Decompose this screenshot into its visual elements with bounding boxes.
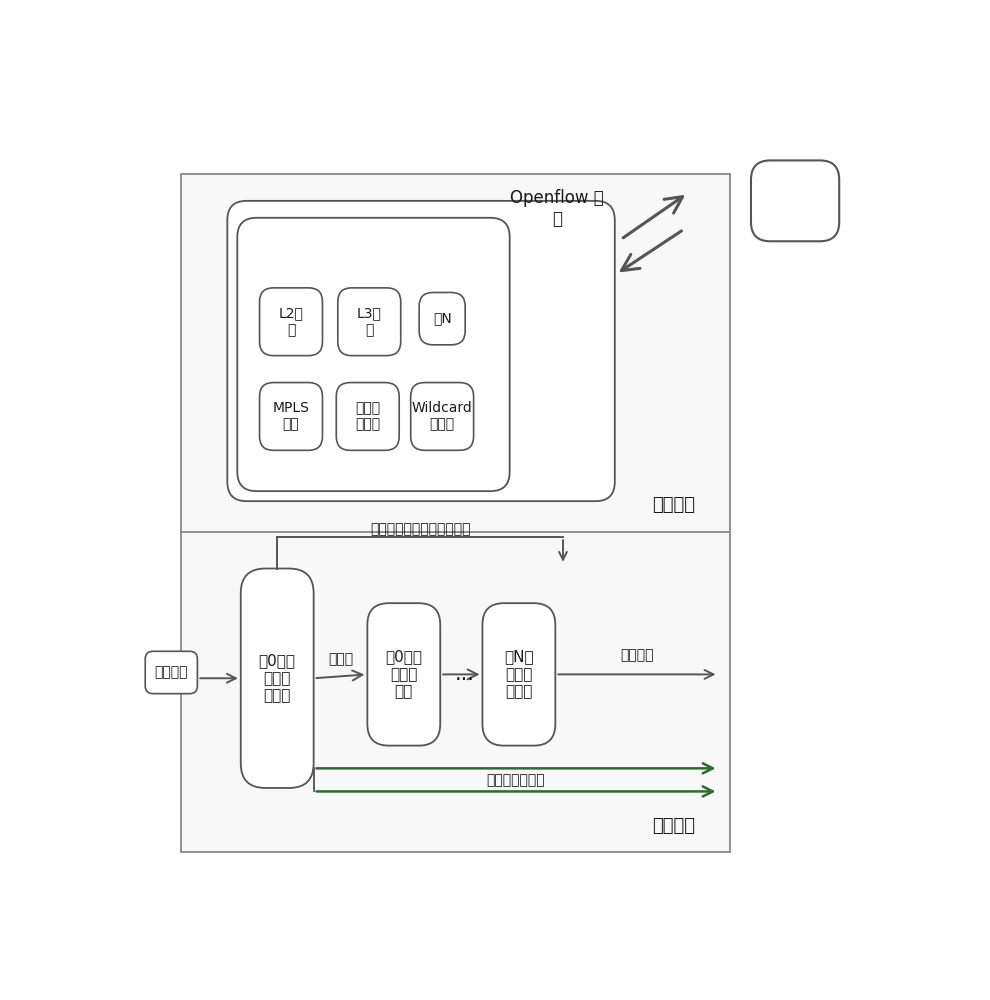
FancyBboxPatch shape [482, 603, 555, 746]
Text: 接收报文: 接收报文 [154, 665, 188, 679]
FancyBboxPatch shape [228, 201, 615, 501]
FancyBboxPatch shape [259, 288, 323, 356]
FancyBboxPatch shape [751, 160, 840, 241]
Text: 表N的
分类匹
配流表: 表N的 分类匹 配流表 [504, 650, 534, 699]
Text: 动态生成精确匹配流表表项: 动态生成精确匹配流表表项 [370, 523, 470, 537]
Text: 没查到: 没查到 [328, 652, 353, 666]
Text: 表0的分
类匹配
流表: 表0的分 类匹配 流表 [385, 650, 423, 699]
FancyBboxPatch shape [419, 292, 465, 345]
FancyBboxPatch shape [259, 383, 323, 450]
Text: 转发报文: 转发报文 [620, 648, 653, 662]
Text: 表0的精
确匹配
子流表: 表0的精 确匹配 子流表 [258, 653, 296, 703]
Text: 查到，转发报文: 查到，转发报文 [487, 773, 545, 787]
Text: 转发平面: 转发平面 [652, 817, 695, 835]
Bar [181, 174, 730, 852]
FancyBboxPatch shape [238, 218, 510, 491]
FancyBboxPatch shape [411, 383, 473, 450]
FancyBboxPatch shape [337, 383, 399, 450]
Text: Openflow 代
理: Openflow 代 理 [511, 189, 604, 228]
Text: L3流
表: L3流 表 [356, 307, 382, 337]
FancyBboxPatch shape [241, 569, 314, 788]
FancyBboxPatch shape [146, 651, 197, 694]
Text: 表N: 表N [433, 312, 451, 326]
Text: 控制平面: 控制平面 [652, 496, 695, 514]
Text: 精确匹
配流表: 精确匹 配流表 [355, 401, 380, 432]
Text: L2流
表: L2流 表 [278, 307, 304, 337]
Text: Openflow
控制器: Openflow 控制器 [755, 181, 835, 220]
FancyBboxPatch shape [338, 288, 401, 356]
FancyBboxPatch shape [367, 603, 441, 746]
Text: Wildcard
子流表: Wildcard 子流表 [412, 401, 472, 432]
Text: MPLS
流表: MPLS 流表 [272, 401, 310, 432]
Text: ...: ... [455, 664, 475, 684]
